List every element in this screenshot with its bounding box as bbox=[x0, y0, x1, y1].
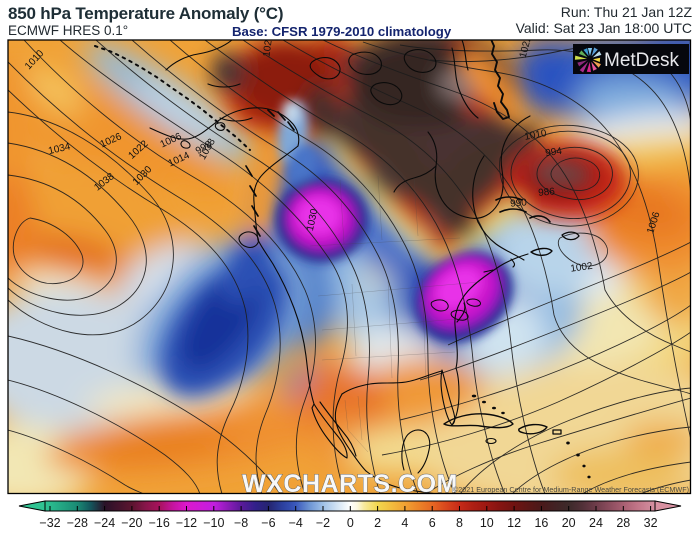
svg-text:10: 10 bbox=[480, 516, 494, 530]
svg-text:1034: 1034 bbox=[47, 141, 72, 157]
svg-text:−2: −2 bbox=[316, 516, 330, 530]
svg-text:−12: −12 bbox=[176, 516, 197, 530]
svg-text:850 hPa Temperature Anomaly (°: 850 hPa Temperature Anomaly (°C) bbox=[8, 4, 283, 23]
svg-text:2: 2 bbox=[374, 516, 381, 530]
svg-text:1002: 1002 bbox=[570, 261, 594, 275]
svg-text:©2021 European Centre for Medi: ©2021 European Centre for Medium-Range W… bbox=[453, 485, 689, 494]
svg-text:−6: −6 bbox=[261, 516, 275, 530]
svg-text:990: 990 bbox=[510, 197, 528, 209]
svg-text:4: 4 bbox=[401, 516, 408, 530]
svg-text:0: 0 bbox=[347, 516, 354, 530]
svg-text:Valid: Sat 23 Jan 18:00 UTC: Valid: Sat 23 Jan 18:00 UTC bbox=[516, 20, 692, 36]
svg-text:−16: −16 bbox=[149, 516, 170, 530]
svg-text:ECMWF HRES 0.1°: ECMWF HRES 0.1° bbox=[8, 23, 128, 38]
svg-text:−4: −4 bbox=[289, 516, 303, 530]
svg-text:−28: −28 bbox=[67, 516, 88, 530]
svg-text:986: 986 bbox=[538, 186, 556, 198]
svg-text:12: 12 bbox=[507, 516, 521, 530]
svg-text:−10: −10 bbox=[203, 516, 224, 530]
svg-text:−8: −8 bbox=[234, 516, 248, 530]
svg-text:WXCHARTS.COM: WXCHARTS.COM bbox=[242, 470, 458, 498]
svg-text:Base: CFSR 1979-2010 climatolo: Base: CFSR 1979-2010 climatology bbox=[232, 24, 452, 39]
svg-text:8: 8 bbox=[456, 516, 463, 530]
svg-text:16: 16 bbox=[534, 516, 548, 530]
svg-text:24: 24 bbox=[589, 516, 603, 530]
svg-text:1030: 1030 bbox=[305, 207, 320, 231]
svg-text:−24: −24 bbox=[94, 516, 115, 530]
svg-text:28: 28 bbox=[616, 516, 630, 530]
svg-text:Run: Thu 21 Jan 12Z: Run: Thu 21 Jan 12Z bbox=[561, 4, 693, 20]
svg-text:1022: 1022 bbox=[261, 33, 275, 57]
svg-text:−32: −32 bbox=[39, 516, 60, 530]
svg-text:994: 994 bbox=[545, 146, 563, 159]
svg-text:1010: 1010 bbox=[524, 128, 548, 143]
svg-text:32: 32 bbox=[644, 516, 658, 530]
svg-text:MetDesk: MetDesk bbox=[604, 50, 679, 71]
svg-text:−20: −20 bbox=[121, 516, 142, 530]
svg-text:6: 6 bbox=[429, 516, 436, 530]
svg-text:20: 20 bbox=[562, 516, 576, 530]
